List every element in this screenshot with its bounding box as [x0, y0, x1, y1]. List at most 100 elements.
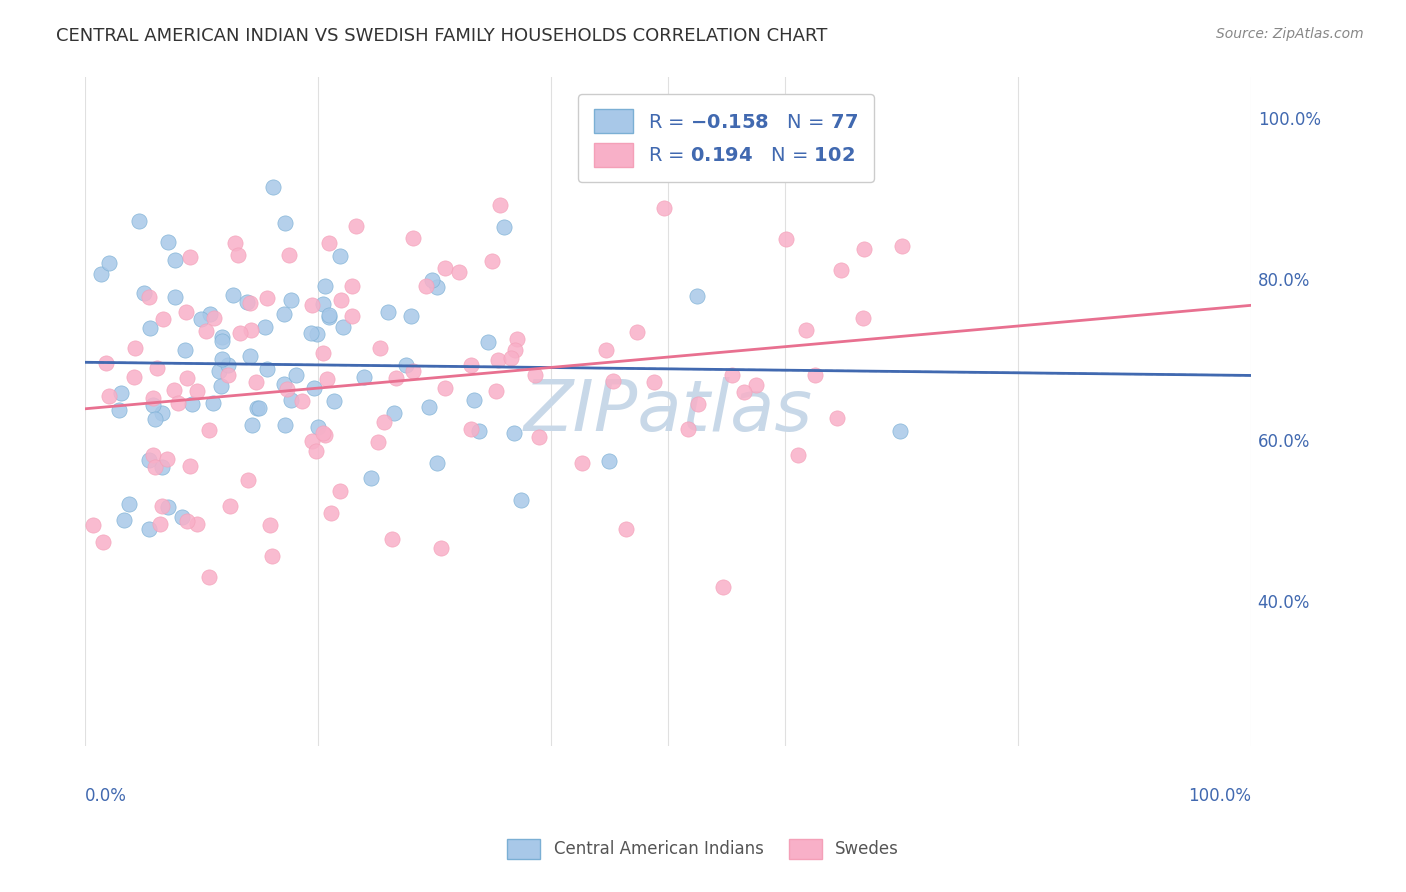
- Point: [794, 323, 817, 337]
- Point: [146, 361, 169, 376]
- Point: [224, 235, 246, 250]
- Point: [219, 500, 242, 514]
- Point: [381, 532, 404, 546]
- Point: [314, 428, 336, 442]
- Text: Source: ZipAtlas.com: Source: ZipAtlas.com: [1216, 27, 1364, 41]
- Point: [247, 401, 270, 416]
- Point: [329, 484, 352, 499]
- Point: [307, 420, 329, 434]
- Text: ZIPatlas: ZIPatlas: [523, 377, 813, 446]
- Point: [302, 381, 325, 395]
- Point: [385, 370, 408, 384]
- Point: [138, 522, 160, 536]
- Point: [481, 254, 503, 268]
- Point: [97, 389, 120, 403]
- Point: [209, 378, 232, 392]
- Point: [277, 248, 299, 262]
- Point: [217, 359, 239, 373]
- Point: [152, 312, 174, 326]
- Point: [318, 308, 340, 322]
- Point: [643, 375, 665, 389]
- Point: [194, 324, 217, 338]
- Point: [186, 517, 208, 532]
- Point: [377, 305, 399, 319]
- Point: [245, 375, 267, 389]
- Point: [280, 393, 302, 408]
- Point: [852, 311, 875, 326]
- Point: [245, 401, 267, 415]
- Point: [488, 198, 510, 212]
- Point: [170, 509, 193, 524]
- Point: [477, 334, 499, 349]
- Point: [179, 459, 201, 474]
- Point: [156, 235, 179, 249]
- Point: [138, 290, 160, 304]
- Point: [202, 396, 225, 410]
- Point: [229, 326, 252, 340]
- Point: [890, 239, 912, 253]
- Point: [395, 358, 418, 372]
- Point: [301, 298, 323, 312]
- Point: [97, 256, 120, 270]
- Point: [510, 492, 533, 507]
- Point: [434, 381, 457, 395]
- Point: [370, 341, 392, 355]
- Point: [91, 534, 114, 549]
- Point: [198, 424, 221, 438]
- Point: [256, 291, 278, 305]
- Point: [165, 252, 187, 267]
- Point: [256, 361, 278, 376]
- Point: [150, 460, 173, 475]
- Point: [329, 249, 352, 263]
- Point: [745, 378, 768, 392]
- Point: [460, 358, 482, 372]
- Point: [786, 448, 808, 462]
- Point: [228, 248, 250, 262]
- Point: [239, 296, 262, 310]
- Point: [276, 382, 298, 396]
- Point: [382, 406, 405, 420]
- Point: [180, 397, 202, 411]
- Point: [402, 364, 425, 378]
- Point: [652, 201, 675, 215]
- Point: [853, 242, 876, 256]
- Point: [238, 473, 260, 487]
- Point: [399, 309, 422, 323]
- Point: [202, 311, 225, 326]
- Point: [208, 364, 231, 378]
- Point: [340, 310, 363, 324]
- Point: [602, 374, 624, 388]
- Point: [323, 394, 346, 409]
- Point: [239, 323, 262, 337]
- Point: [733, 384, 755, 399]
- Point: [222, 287, 245, 301]
- Legend: Central American Indians, Swedes: Central American Indians, Swedes: [501, 832, 905, 866]
- Point: [721, 368, 744, 382]
- Point: [198, 570, 221, 584]
- Point: [142, 391, 165, 405]
- Text: 0.0%: 0.0%: [86, 787, 127, 805]
- Point: [373, 415, 395, 429]
- Point: [273, 376, 295, 391]
- Point: [503, 425, 526, 440]
- Point: [825, 411, 848, 425]
- Point: [167, 396, 190, 410]
- Point: [122, 369, 145, 384]
- Point: [426, 280, 449, 294]
- Point: [318, 310, 340, 325]
- Point: [198, 307, 221, 321]
- Point: [173, 343, 195, 357]
- Point: [711, 580, 734, 594]
- Point: [626, 325, 648, 339]
- Point: [211, 352, 233, 367]
- Point: [190, 311, 212, 326]
- Point: [360, 471, 382, 485]
- Point: [176, 304, 198, 318]
- Point: [110, 385, 132, 400]
- Point: [402, 231, 425, 245]
- Point: [426, 456, 449, 470]
- Point: [143, 460, 166, 475]
- Point: [468, 424, 491, 438]
- Point: [82, 517, 104, 532]
- Point: [176, 370, 198, 384]
